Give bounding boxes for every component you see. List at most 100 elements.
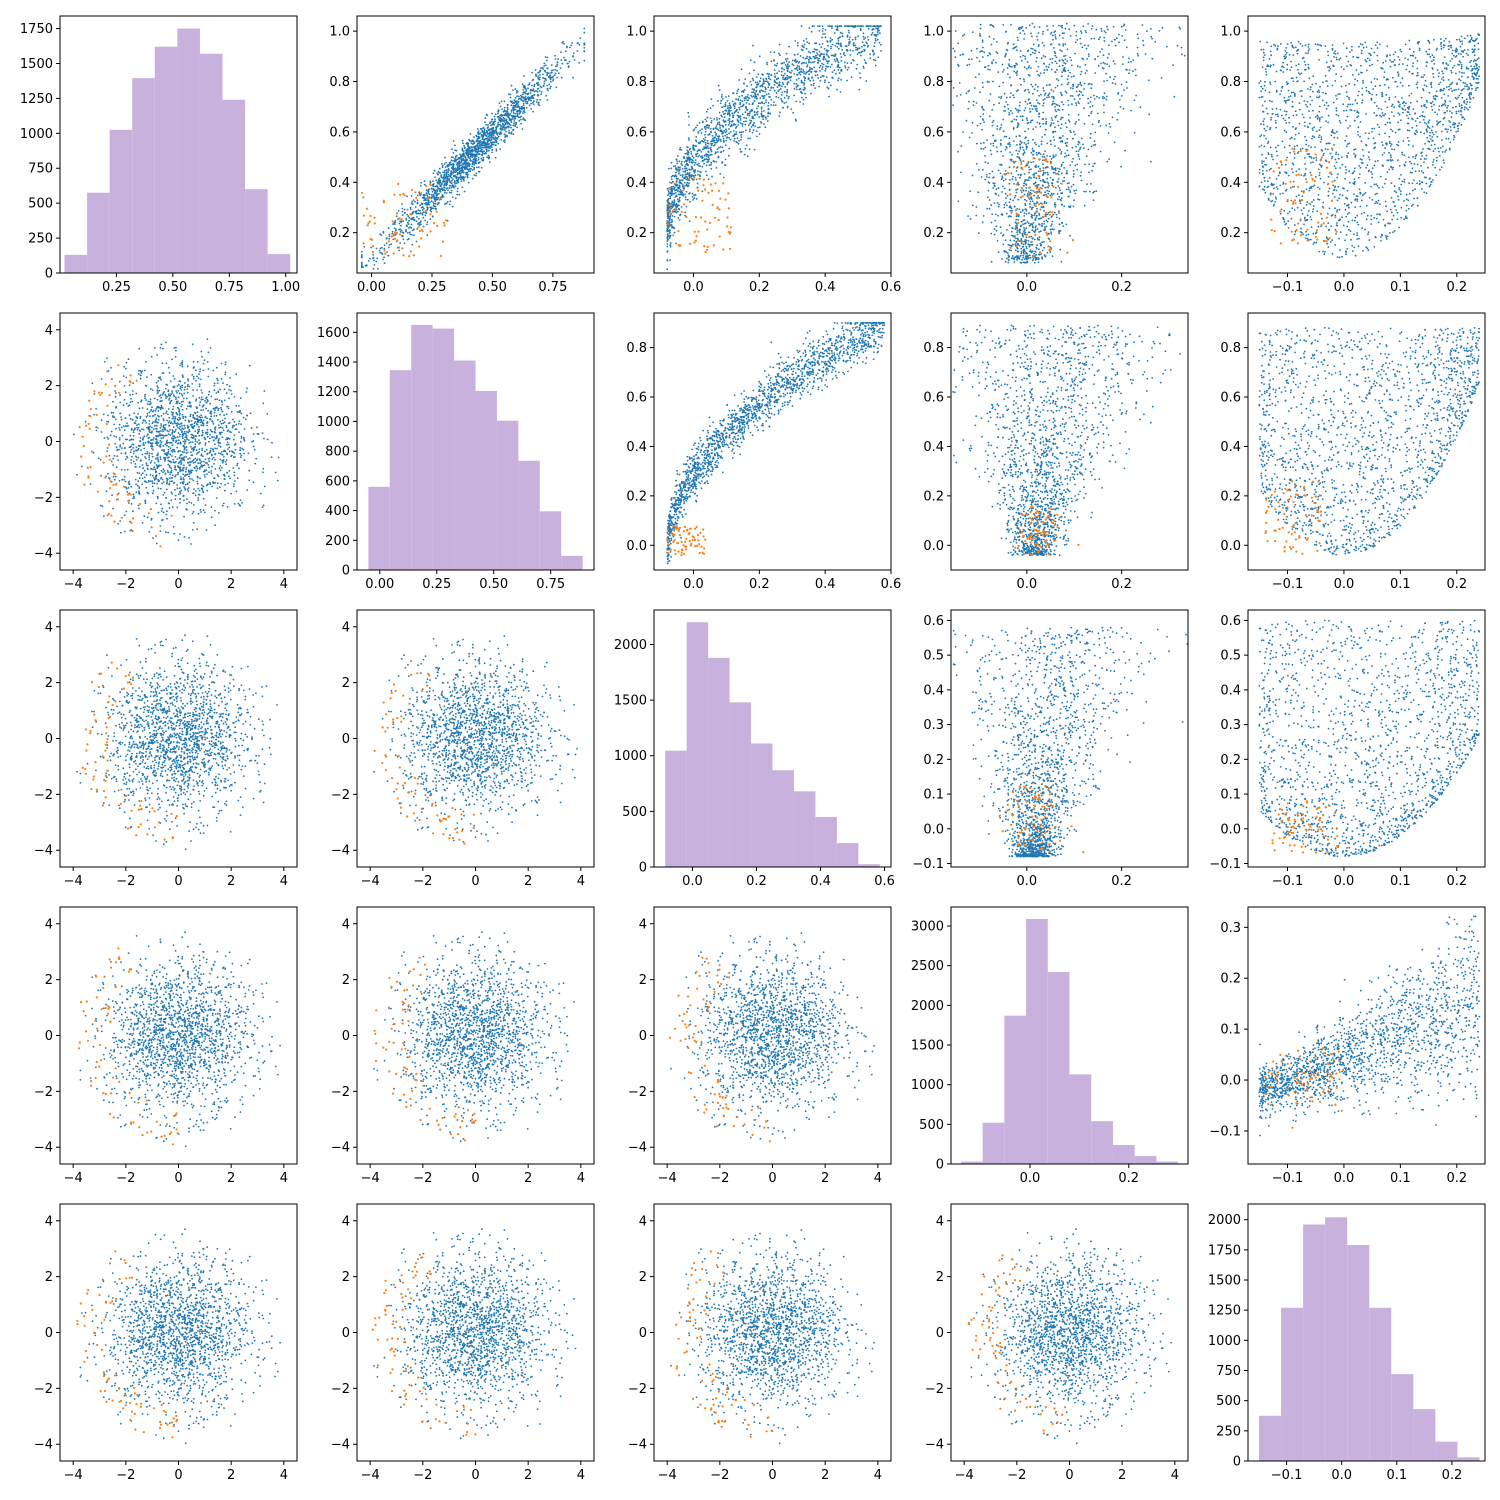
scatter-point [1024, 198, 1026, 201]
scatter-point [817, 62, 820, 64]
scatter-point [503, 100, 506, 103]
scatter-point [1063, 205, 1066, 208]
scatter-point [508, 119, 511, 121]
scatter-point [830, 45, 832, 48]
scatter-point [465, 164, 467, 167]
scatter-point [1011, 234, 1013, 237]
scatter-point [473, 174, 476, 176]
scatter-point [1027, 240, 1030, 242]
scatter-point [748, 103, 751, 105]
scatter-point [992, 176, 995, 179]
scatter-point [818, 25, 821, 27]
y-tick-label: 1750 [20, 22, 53, 37]
scatter-point [996, 52, 999, 55]
x-tick-label: 0.25 [102, 280, 131, 295]
scatter-point [1015, 222, 1018, 225]
scatter-point-secondary [441, 240, 444, 243]
x-tick-label: 0.75 [538, 280, 567, 295]
scatter-point [1036, 35, 1038, 38]
histogram-bar [222, 99, 246, 273]
scatter-point [1000, 178, 1003, 181]
scatter-point [1033, 261, 1036, 264]
scatter-point [701, 190, 704, 193]
scatter-point [727, 95, 730, 97]
scatter-point [1122, 24, 1125, 27]
scatter-point [1158, 30, 1161, 32]
scatter-point [1063, 180, 1066, 182]
scatter-point [987, 54, 989, 57]
scatter-point [746, 155, 749, 158]
scatter-point [745, 109, 748, 111]
scatter-point [846, 68, 849, 71]
scatter-point [840, 60, 843, 62]
scatter-point [460, 154, 462, 157]
scatter-point [802, 69, 805, 71]
scatter-point-secondary [395, 212, 399, 215]
scatter-point [515, 100, 518, 102]
scatter-point [680, 193, 683, 196]
scatter-point [427, 188, 430, 191]
scatter-point [1042, 102, 1045, 104]
scatter-point [473, 141, 476, 144]
scatter-point [716, 139, 718, 142]
scatter-point [455, 182, 458, 185]
scatter-point [1060, 123, 1063, 126]
scatter-point [684, 176, 686, 179]
scatter-point [737, 88, 740, 91]
scatter-point [482, 135, 484, 138]
scatter-point [471, 160, 473, 162]
scatter-point [706, 161, 708, 164]
scatter-point [676, 155, 679, 157]
scatter-point [683, 187, 686, 189]
scatter-point [782, 74, 785, 77]
scatter-point [838, 25, 841, 27]
scatter-point [808, 42, 811, 45]
scatter-point [808, 60, 810, 63]
scatter-point [1021, 232, 1024, 235]
scatter-point [1118, 99, 1121, 101]
scatter-point [1114, 44, 1117, 47]
scatter-point [1009, 198, 1012, 201]
scatter-point [498, 119, 501, 122]
scatter-point [699, 175, 701, 178]
scatter-point [669, 234, 672, 237]
scatter-point [824, 79, 826, 82]
scatter-point-secondary [704, 188, 707, 191]
scatter-point [458, 193, 461, 196]
scatter-point [670, 182, 673, 184]
scatter-point [740, 138, 742, 141]
scatter-point [1036, 228, 1039, 230]
scatter-point [792, 111, 795, 114]
scatter-point-secondary [367, 222, 370, 225]
scatter-point [1041, 249, 1044, 252]
scatter-point [703, 158, 706, 161]
scatter-point [1088, 83, 1091, 85]
scatter-point [1012, 243, 1014, 246]
scatter-point [1005, 30, 1007, 33]
scatter-point [543, 77, 546, 80]
scatter-point-secondary [411, 188, 414, 192]
scatter-point [360, 266, 363, 269]
scatter-point [678, 182, 681, 184]
scatter-point [696, 163, 699, 166]
scatter-point [719, 138, 722, 141]
scatter-point [821, 66, 824, 68]
scatter-point [824, 33, 826, 35]
scatter-point [688, 174, 690, 177]
scatter-point [824, 36, 827, 39]
scatter-point [806, 64, 809, 66]
scatter-point [844, 61, 846, 64]
scatter-point [666, 230, 669, 233]
scatter-point [1051, 194, 1053, 196]
scatter-point [834, 25, 837, 27]
scatter-point [668, 221, 671, 224]
scatter-point [450, 186, 453, 189]
scatter-point [1066, 149, 1069, 152]
scatter-point [429, 180, 432, 183]
scatter-point [990, 43, 993, 46]
scatter-point [711, 175, 713, 178]
scatter-point [1108, 44, 1110, 47]
scatter-point [517, 98, 520, 101]
scatter-point [538, 104, 541, 107]
scatter-point [796, 69, 799, 71]
